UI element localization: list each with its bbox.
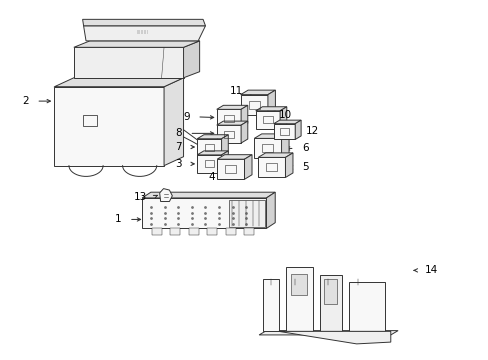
Polygon shape xyxy=(266,192,275,228)
Polygon shape xyxy=(273,124,295,139)
Polygon shape xyxy=(225,228,235,235)
Polygon shape xyxy=(229,200,265,226)
Polygon shape xyxy=(290,274,306,296)
Polygon shape xyxy=(273,120,301,124)
Polygon shape xyxy=(280,107,286,129)
Polygon shape xyxy=(348,283,384,330)
Polygon shape xyxy=(216,105,247,109)
Polygon shape xyxy=(216,109,241,127)
Polygon shape xyxy=(263,279,278,330)
Polygon shape xyxy=(54,78,183,87)
Polygon shape xyxy=(255,107,286,111)
Polygon shape xyxy=(241,121,247,143)
Polygon shape xyxy=(216,121,247,125)
Polygon shape xyxy=(170,228,180,235)
Polygon shape xyxy=(285,153,292,177)
Text: 13: 13 xyxy=(133,192,147,202)
Polygon shape xyxy=(240,90,275,95)
Text: 4: 4 xyxy=(208,172,215,182)
Polygon shape xyxy=(221,151,228,173)
Polygon shape xyxy=(197,135,228,139)
Polygon shape xyxy=(188,228,198,235)
Polygon shape xyxy=(159,189,172,202)
Polygon shape xyxy=(142,192,275,198)
Polygon shape xyxy=(324,279,336,305)
Polygon shape xyxy=(278,331,390,344)
Text: 5: 5 xyxy=(302,162,308,172)
Polygon shape xyxy=(258,153,292,157)
Text: 1: 1 xyxy=(115,215,122,224)
Polygon shape xyxy=(281,134,288,158)
Polygon shape xyxy=(285,267,312,330)
Polygon shape xyxy=(267,90,275,115)
Text: 10: 10 xyxy=(278,111,291,121)
Text: 9: 9 xyxy=(183,112,189,122)
Polygon shape xyxy=(74,41,199,47)
Polygon shape xyxy=(74,47,183,78)
Polygon shape xyxy=(295,120,301,139)
Polygon shape xyxy=(197,151,228,155)
Polygon shape xyxy=(244,155,251,179)
Polygon shape xyxy=(258,157,285,177)
Text: 14: 14 xyxy=(424,265,437,275)
Polygon shape xyxy=(320,275,341,330)
Polygon shape xyxy=(197,155,221,173)
Text: 6: 6 xyxy=(302,143,308,153)
Polygon shape xyxy=(216,125,241,143)
Text: 7: 7 xyxy=(175,142,182,152)
Polygon shape xyxy=(54,87,163,166)
Polygon shape xyxy=(217,155,251,159)
Polygon shape xyxy=(183,41,199,78)
Polygon shape xyxy=(163,78,183,166)
Text: 11: 11 xyxy=(230,86,243,96)
Polygon shape xyxy=(197,139,221,157)
Polygon shape xyxy=(244,228,254,235)
Text: 8: 8 xyxy=(175,129,182,138)
Polygon shape xyxy=(254,134,288,138)
Polygon shape xyxy=(241,105,247,127)
Polygon shape xyxy=(217,159,244,179)
Text: 12: 12 xyxy=(305,126,318,135)
Polygon shape xyxy=(221,135,228,157)
Polygon shape xyxy=(259,330,397,335)
Polygon shape xyxy=(255,111,280,129)
Text: 2: 2 xyxy=(22,96,29,106)
Polygon shape xyxy=(240,95,267,115)
Polygon shape xyxy=(152,228,161,235)
Polygon shape xyxy=(207,228,217,235)
Polygon shape xyxy=(83,26,205,41)
Text: IIIIIIII: IIIIIIII xyxy=(136,31,148,36)
Text: 3: 3 xyxy=(175,159,182,169)
Polygon shape xyxy=(254,138,281,158)
Polygon shape xyxy=(142,198,266,228)
Polygon shape xyxy=(82,19,205,26)
